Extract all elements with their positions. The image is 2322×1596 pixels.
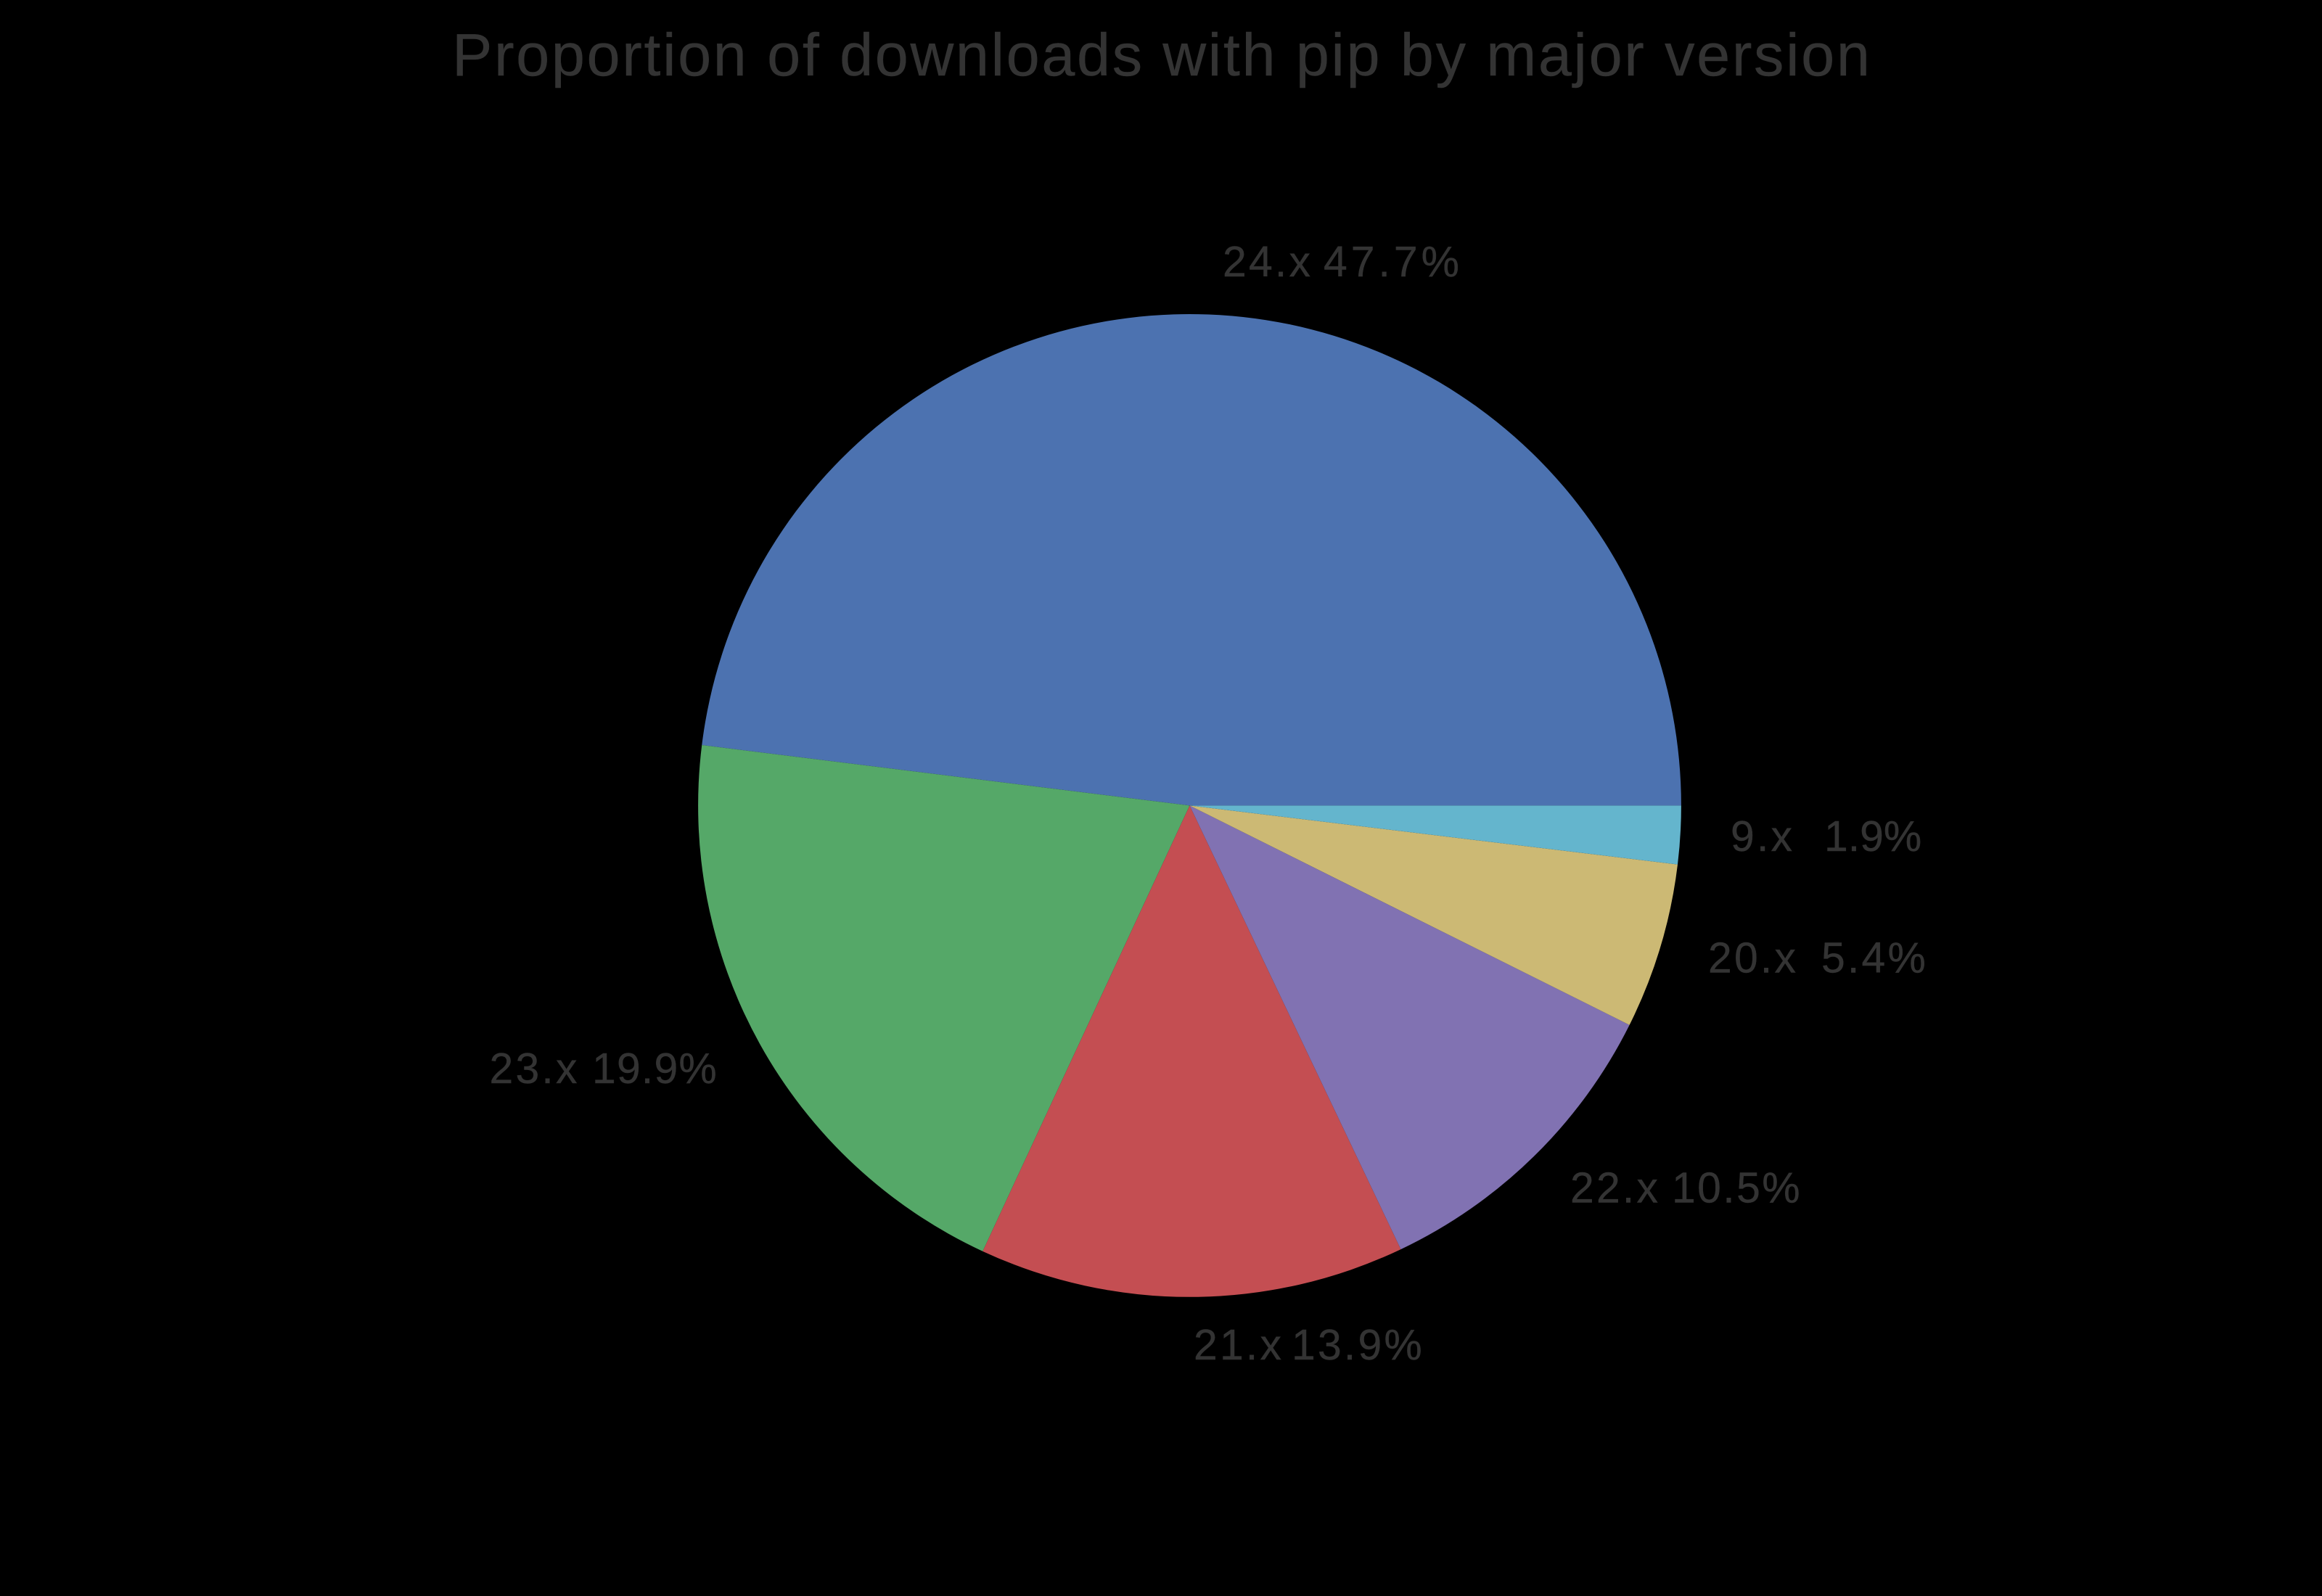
svg-text:1.9%: 1.9% [1824,813,1921,860]
svg-text:Proportion of downloads with p: Proportion of downloads with pip by majo… [452,21,1871,89]
svg-text:23.x: 23.x [490,1045,580,1093]
svg-text:47.7%: 47.7% [1324,239,1463,286]
svg-text:19.9%: 19.9% [592,1045,718,1093]
svg-text:24.x: 24.x [1223,239,1313,286]
svg-text:21.x: 21.x [1194,1322,1284,1369]
svg-text:13.9%: 13.9% [1292,1322,1424,1369]
svg-text:20.x: 20.x [1708,935,1798,982]
svg-text:9.x: 9.x [1731,813,1794,860]
svg-text:5.4%: 5.4% [1821,935,1928,982]
svg-text:10.5%: 10.5% [1672,1164,1802,1212]
svg-text:22.x: 22.x [1570,1164,1660,1212]
